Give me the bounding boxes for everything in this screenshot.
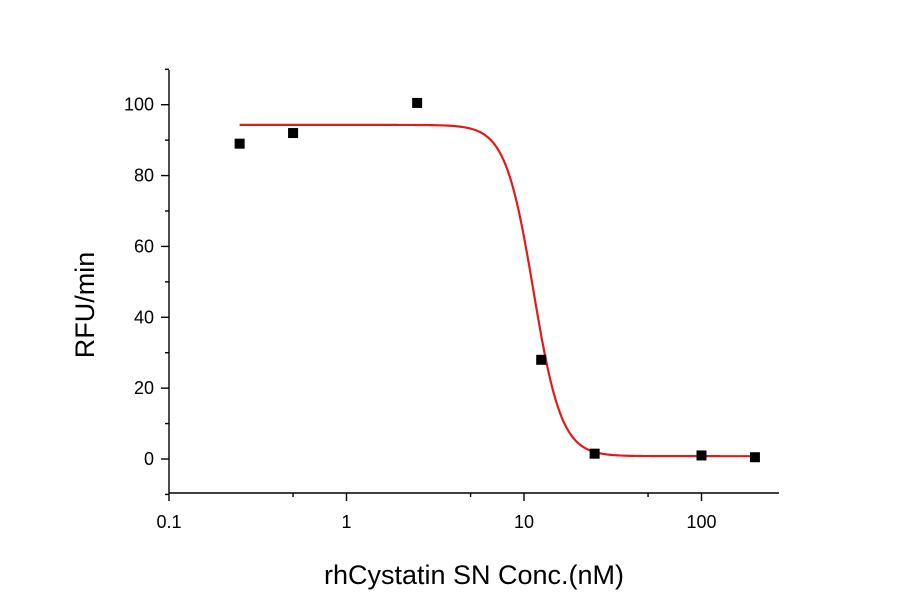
x-ticks: 0.1 1 10 100: [156, 493, 717, 532]
data-point: [536, 354, 547, 365]
data-points-layer: [234, 97, 760, 463]
data-point: [749, 452, 760, 463]
y-tick-label: 100: [124, 95, 154, 115]
y-tick-label: 0: [144, 449, 154, 469]
data-point: [696, 450, 707, 461]
y-tick-label: 20: [134, 378, 154, 398]
data-point: [412, 97, 423, 108]
data-point: [589, 448, 600, 459]
fit-curve: [239, 123, 755, 458]
x-tick-label: 1: [341, 512, 351, 532]
x-tick-label: 0.1: [156, 512, 181, 532]
y-tick-label: 60: [134, 236, 154, 256]
y-axis-title: RFU/min: [70, 252, 100, 359]
y-tick-label: 80: [134, 166, 154, 186]
x-tick-label: 100: [686, 512, 716, 532]
y-axis: 0 20 40 60 80 100: [124, 68, 170, 496]
x-axis: 0.1 1 10 100: [156, 492, 779, 532]
data-point: [288, 128, 299, 139]
y-ticks: 0 20 40 60 80 100: [124, 68, 169, 496]
data-point: [234, 138, 245, 149]
y-tick-label: 40: [134, 307, 154, 327]
x-tick-label: 10: [514, 512, 534, 532]
fit-curve-layer: [239, 123, 755, 458]
x-axis-title: rhCystatin SN Conc.(nM): [324, 560, 624, 590]
